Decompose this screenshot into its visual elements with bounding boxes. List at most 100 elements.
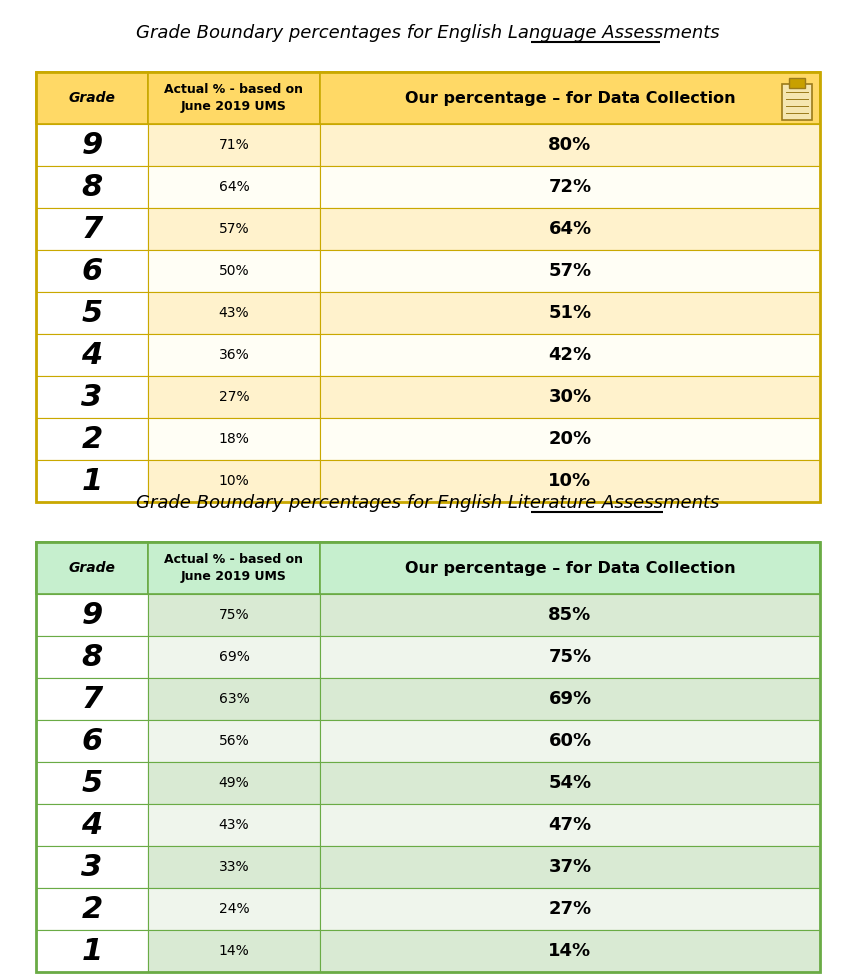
Bar [320, 594, 820, 636]
Text: 8: 8 [81, 172, 103, 202]
Text: 54%: 54% [549, 774, 591, 792]
Text: 36%: 36% [218, 348, 249, 362]
Bar [148, 124, 320, 166]
Text: Actual % - based on
June 2019 UMS: Actual % - based on June 2019 UMS [164, 83, 304, 113]
Bar [148, 292, 320, 334]
Bar [36, 846, 148, 888]
Text: Grade Boundary percentages for English Language Assessments: Grade Boundary percentages for English L… [136, 24, 720, 42]
Bar [148, 930, 320, 972]
Text: 6: 6 [81, 256, 103, 285]
Text: 7: 7 [81, 214, 103, 244]
Bar [36, 762, 148, 804]
Text: 47%: 47% [549, 816, 591, 834]
Bar [320, 418, 820, 460]
Text: 2: 2 [81, 894, 103, 923]
Text: 1: 1 [81, 936, 103, 965]
Text: Grade: Grade [68, 91, 116, 105]
Text: 72%: 72% [549, 178, 591, 196]
Bar [148, 250, 320, 292]
Text: 69%: 69% [218, 650, 249, 664]
Text: Actual % - based on
June 2019 UMS: Actual % - based on June 2019 UMS [164, 553, 304, 583]
Text: 33%: 33% [218, 860, 249, 874]
Text: 64%: 64% [218, 180, 249, 194]
Text: 43%: 43% [218, 818, 249, 832]
Text: 85%: 85% [549, 606, 591, 624]
Text: 60%: 60% [549, 732, 591, 750]
Bar [148, 542, 320, 594]
Bar [320, 720, 820, 762]
Text: 71%: 71% [218, 138, 249, 152]
Text: 80%: 80% [549, 136, 591, 154]
Bar [320, 208, 820, 250]
Bar [320, 930, 820, 972]
Text: 24%: 24% [218, 902, 249, 916]
Text: 14%: 14% [218, 944, 249, 958]
Text: 42%: 42% [549, 346, 591, 364]
Bar [36, 460, 148, 502]
Bar [148, 166, 320, 208]
Bar [36, 124, 148, 166]
Bar [320, 72, 820, 124]
Bar [36, 594, 148, 636]
Bar [320, 804, 820, 846]
Bar [148, 460, 320, 502]
Bar [320, 250, 820, 292]
Text: 9: 9 [81, 601, 103, 629]
Bar [782, 84, 812, 120]
Bar [36, 636, 148, 678]
Bar [148, 72, 320, 124]
Bar [320, 334, 820, 376]
Bar [320, 762, 820, 804]
Text: 43%: 43% [218, 306, 249, 320]
Bar [148, 208, 320, 250]
Bar [148, 888, 320, 930]
Text: 49%: 49% [218, 776, 249, 790]
Text: 10%: 10% [218, 474, 249, 488]
Bar [36, 542, 148, 594]
Bar [36, 678, 148, 720]
Text: 1: 1 [81, 467, 103, 496]
Text: 64%: 64% [549, 220, 591, 238]
Text: 8: 8 [81, 643, 103, 671]
Bar [148, 376, 320, 418]
Text: Our percentage – for Data Collection: Our percentage – for Data Collection [405, 560, 735, 576]
Text: 18%: 18% [218, 432, 249, 446]
Text: 5: 5 [81, 298, 103, 327]
Bar [320, 542, 820, 594]
Text: 69%: 69% [549, 690, 591, 708]
Text: 4: 4 [81, 810, 103, 840]
Text: 56%: 56% [218, 734, 249, 748]
Text: 6: 6 [81, 727, 103, 756]
Bar [148, 594, 320, 636]
Text: Our percentage – for Data Collection: Our percentage – for Data Collection [405, 91, 735, 105]
Bar [148, 636, 320, 678]
Bar [36, 376, 148, 418]
Text: Grade Boundary percentages for English Literature Assessments: Grade Boundary percentages for English L… [136, 494, 720, 512]
Text: 30%: 30% [549, 388, 591, 406]
Text: 27%: 27% [549, 900, 591, 918]
Bar [36, 542, 820, 972]
Text: 7: 7 [81, 685, 103, 714]
Bar [148, 678, 320, 720]
Text: 5: 5 [81, 768, 103, 798]
Bar [320, 292, 820, 334]
Text: 57%: 57% [218, 222, 249, 236]
Text: 75%: 75% [218, 608, 249, 622]
Bar [320, 460, 820, 502]
Text: 2: 2 [81, 425, 103, 454]
Bar [148, 846, 320, 888]
Bar [36, 418, 148, 460]
Text: 4: 4 [81, 341, 103, 369]
Bar [36, 334, 148, 376]
Bar [36, 72, 148, 124]
Bar [320, 166, 820, 208]
Text: 63%: 63% [218, 692, 249, 706]
Text: 51%: 51% [549, 304, 591, 322]
Bar [36, 166, 148, 208]
Bar [320, 678, 820, 720]
Bar [320, 636, 820, 678]
Text: 27%: 27% [218, 390, 249, 404]
Text: 3: 3 [81, 852, 103, 881]
Bar [148, 804, 320, 846]
Bar [789, 78, 805, 88]
